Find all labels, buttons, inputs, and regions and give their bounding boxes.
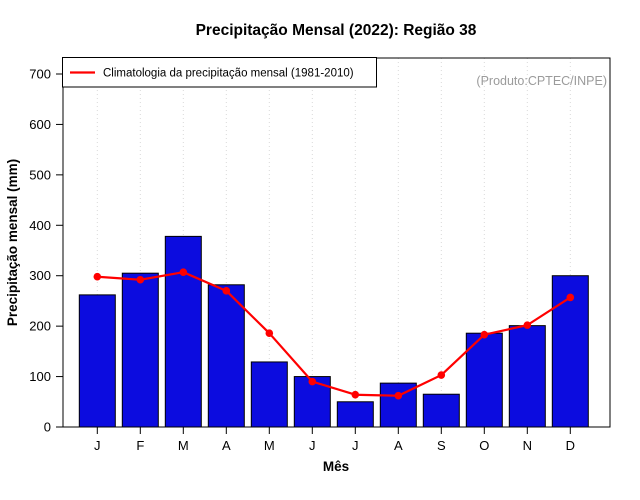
y-tick-label: 400: [29, 218, 51, 233]
bar: [250, 361, 288, 428]
climatology-point: [308, 377, 317, 386]
legend-box: [62, 57, 377, 88]
climatology-point: [351, 390, 360, 399]
x-tick-label: J: [352, 438, 359, 453]
x-tick-label: F: [136, 438, 144, 453]
y-tick-label: 0: [44, 420, 51, 435]
climatology-line: [97, 271, 571, 397]
x-tick-label: M: [264, 438, 275, 453]
y-tick-label: 600: [29, 117, 51, 132]
x-tick-label: S: [437, 438, 446, 453]
climatology-point: [265, 329, 274, 338]
y-tick-label: 200: [29, 319, 51, 334]
bar: [336, 401, 374, 428]
bar: [508, 325, 546, 428]
chart-title: Precipitação Mensal (2022): Região 38: [196, 22, 477, 39]
x-tick-label: D: [566, 438, 575, 453]
product-annotation: (Produto:CPTEC/INPE): [476, 74, 607, 88]
bar: [422, 393, 460, 428]
x-tick-label: M: [178, 438, 189, 453]
x-tick-label: O: [479, 438, 489, 453]
bar: [164, 235, 202, 428]
x-tick-label: A: [222, 438, 231, 453]
y-tick-label: 100: [29, 369, 51, 384]
x-tick-label: J: [94, 438, 101, 453]
x-axis-title: Mês: [323, 459, 349, 474]
y-axis-title: Precipitação mensal (mm): [5, 159, 20, 326]
x-tick-label: A: [394, 438, 403, 453]
bar: [465, 332, 503, 428]
climatology-point: [394, 391, 403, 400]
bar: [207, 284, 245, 428]
y-tick-label: 500: [29, 167, 51, 182]
climatology-point: [437, 371, 446, 379]
y-tick-label: 300: [29, 268, 51, 283]
bar-series-layer: [78, 235, 589, 428]
climatology-point: [480, 330, 489, 339]
x-tick-label: J: [309, 438, 316, 453]
climatology-point: [523, 321, 532, 329]
bar: [121, 272, 159, 428]
climatology-point: [136, 275, 145, 284]
line-series-layer: [93, 268, 575, 400]
climatology-point: [93, 272, 102, 281]
y-tick-label: 700: [29, 67, 51, 82]
climatology-point: [179, 268, 188, 276]
legend: Climatologia da precipitação mensal (198…: [62, 57, 377, 88]
climatology-point: [222, 287, 231, 295]
bar: [78, 294, 116, 428]
climatology-point: [566, 293, 575, 302]
legend-label: Climatologia da precipitação mensal (198…: [103, 68, 354, 80]
x-tick-label: N: [523, 438, 532, 453]
